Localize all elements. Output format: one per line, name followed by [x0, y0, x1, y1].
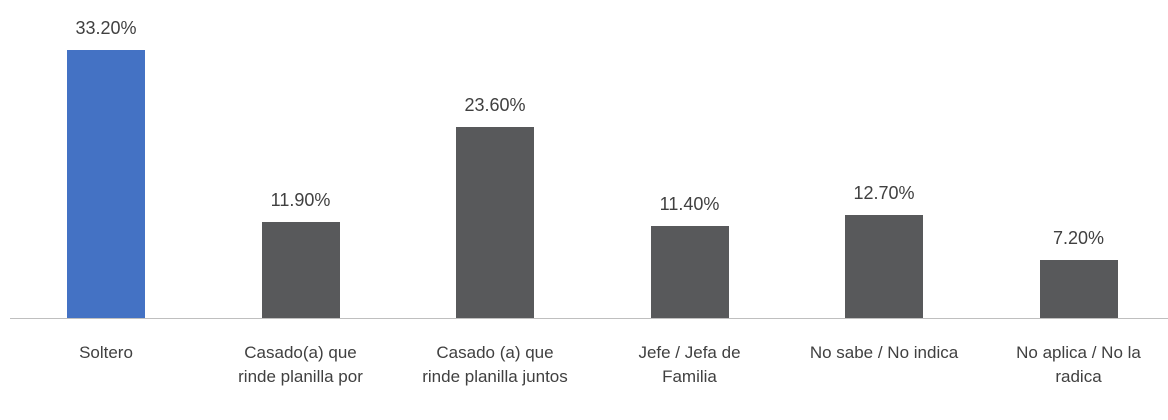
data-label: 12.70%	[853, 183, 915, 204]
bar	[650, 225, 729, 318]
data-label: 33.20%	[75, 18, 137, 38]
x-tick-label: No sabe / No indica	[809, 343, 959, 362]
bar	[1039, 259, 1118, 318]
bar	[67, 50, 145, 318]
bar	[261, 221, 340, 318]
x-axis-line	[10, 318, 1168, 319]
data-label: 11.90%	[270, 189, 331, 210]
x-tick-label: Soltero	[79, 343, 133, 362]
data-label: 11.40%	[659, 193, 720, 214]
bar	[845, 215, 923, 318]
x-tick-label: No aplica / No la radica	[1016, 343, 1141, 386]
data-label: 23.60%	[464, 95, 526, 116]
x-tick-label: Casado(a) que rinde planilla por	[238, 343, 363, 386]
data-label: 7.20%	[1052, 227, 1105, 248]
x-tick-label: Casado (a) que rinde planilla juntos	[422, 343, 568, 386]
bar	[456, 127, 534, 318]
x-tick-label: Jefe / Jefa de Familia	[638, 343, 741, 386]
